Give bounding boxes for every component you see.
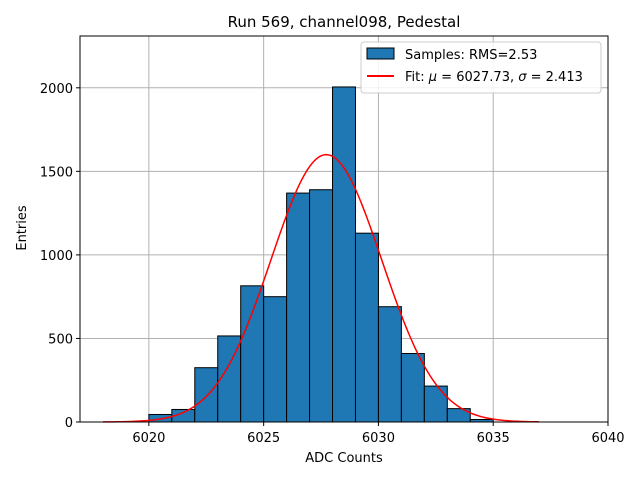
axis-ticks: 6020 6025 6030 6035 6040 0 500 1000 1500 2000 [40, 82, 625, 446]
histogram-bar [377, 306, 402, 423]
x-tick-label: 6020 [132, 431, 165, 446]
x-tick-label: 6035 [477, 431, 510, 446]
legend-fit-prefix: Fit: [405, 70, 429, 85]
histogram-bar [309, 189, 334, 423]
histogram-bar [354, 232, 379, 423]
legend-fit-mu-value: = 6027.73, [437, 70, 518, 85]
y-tick-label: 1500 [40, 165, 73, 180]
y-axis-label: Entries [15, 205, 30, 251]
legend-fit-sigma-symbol: σ [518, 70, 527, 85]
legend-fit-sigma-value: = 2.413 [526, 70, 582, 85]
x-tick-label: 6030 [362, 431, 395, 446]
x-tick-label: 6025 [247, 431, 280, 446]
legend-fit-mu-symbol: μ [428, 70, 437, 85]
plot-frame [79, 35, 609, 423]
y-tick-label: 1000 [40, 249, 73, 264]
histogram-bar [423, 385, 448, 423]
histogram-bar [332, 86, 356, 423]
histogram-bars [148, 86, 494, 423]
legend-fit-label: Fit: μ = 6027.73, σ = 2.413 [405, 70, 583, 85]
histogram-bar [240, 285, 265, 423]
histogram-bar [263, 296, 288, 423]
legend-samples-label: Samples: RMS=2.53 [405, 48, 537, 63]
y-tick-label: 2000 [40, 82, 73, 97]
legend-samples-patch [366, 47, 395, 60]
histogram-bar [400, 352, 425, 423]
gaussian-fit-curve [102, 153, 540, 423]
legend: Samples: RMS=2.53 Fit: μ = 6027.73, σ = … [360, 41, 602, 94]
histogram-bar [286, 192, 311, 423]
x-tick-label: 6040 [591, 431, 624, 446]
chart-title: Run 569, channel098, Pedestal [228, 13, 461, 31]
histogram-bar [194, 367, 219, 423]
legend-box [360, 41, 602, 94]
x-axis-label: ADC Counts [305, 451, 383, 466]
y-tick-label: 0 [65, 416, 73, 431]
y-tick-label: 500 [48, 332, 73, 347]
